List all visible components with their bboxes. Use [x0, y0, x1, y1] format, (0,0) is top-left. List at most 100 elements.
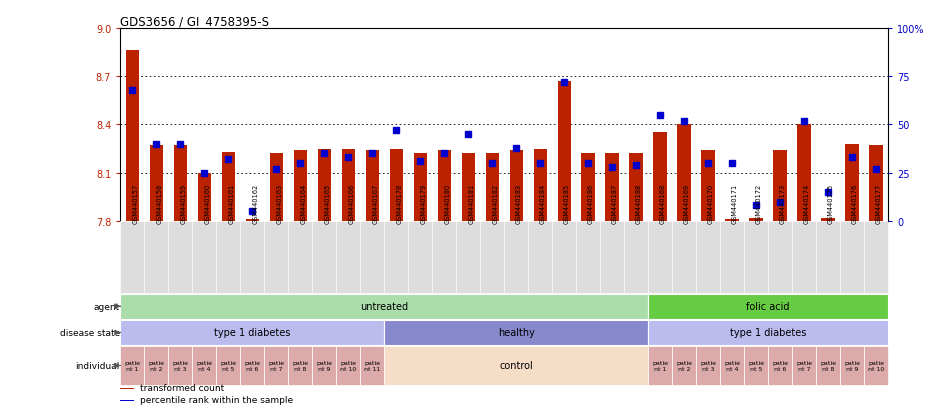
Text: patie
nt 8: patie nt 8 [820, 360, 836, 371]
Text: individual: individual [76, 361, 119, 370]
Bar [216, 347, 240, 385]
Bar [389, 149, 402, 221]
Bar [870, 146, 882, 221]
Bar [384, 320, 648, 345]
Bar [192, 221, 216, 293]
Text: GSM440186: GSM440186 [588, 183, 594, 223]
Text: GSM440177: GSM440177 [876, 183, 882, 223]
Bar [144, 347, 168, 385]
Bar [648, 347, 672, 385]
Text: GSM440164: GSM440164 [301, 183, 306, 223]
Bar [697, 221, 720, 293]
Bar [821, 218, 834, 221]
Text: GSM440163: GSM440163 [277, 183, 282, 223]
Text: GSM440181: GSM440181 [468, 183, 475, 223]
Text: GSM440185: GSM440185 [564, 183, 570, 223]
Bar [293, 151, 307, 221]
Text: patie
nt 3: patie nt 3 [172, 360, 188, 371]
Text: patie
nt 6: patie nt 6 [244, 360, 260, 371]
Text: patie
nt 2: patie nt 2 [676, 360, 692, 371]
Bar [792, 347, 816, 385]
Bar [816, 221, 840, 293]
Bar [677, 125, 691, 221]
Text: type 1 diabetes: type 1 diabetes [730, 328, 807, 337]
Bar [840, 347, 864, 385]
Bar [120, 294, 648, 319]
Bar [768, 347, 792, 385]
Bar [744, 347, 768, 385]
Text: GDS3656 / GI_4758395-S: GDS3656 / GI_4758395-S [120, 15, 269, 28]
Bar [528, 221, 552, 293]
Text: GSM440171: GSM440171 [732, 183, 738, 223]
Text: GSM440172: GSM440172 [756, 183, 762, 223]
Bar [413, 154, 426, 221]
Bar [558, 82, 571, 221]
Bar [120, 221, 144, 293]
Bar [174, 146, 187, 221]
Text: patie
nt 11: patie nt 11 [364, 360, 380, 371]
Bar [456, 221, 480, 293]
Text: control: control [500, 361, 533, 370]
Bar [864, 221, 888, 293]
Bar [317, 149, 331, 221]
Bar [845, 144, 858, 221]
Bar [768, 221, 792, 293]
Text: GSM440162: GSM440162 [253, 183, 258, 223]
Bar [360, 347, 384, 385]
Text: transformed count: transformed count [141, 384, 225, 392]
Bar [240, 221, 265, 293]
Bar [816, 347, 840, 385]
Bar [486, 154, 499, 221]
Text: patie
nt 7: patie nt 7 [268, 360, 284, 371]
Text: GSM440182: GSM440182 [492, 183, 499, 223]
Bar [360, 221, 384, 293]
Bar [126, 51, 139, 221]
Text: patie
nt 4: patie nt 4 [196, 360, 212, 371]
Text: patie
nt 1: patie nt 1 [652, 360, 668, 371]
Bar [120, 320, 384, 345]
Text: folic acid: folic acid [746, 301, 790, 311]
Bar [120, 388, 134, 389]
Bar [144, 221, 168, 293]
Bar [672, 347, 697, 385]
Bar [120, 400, 134, 401]
Bar [672, 221, 697, 293]
Bar [697, 347, 720, 385]
Text: GSM440188: GSM440188 [636, 183, 642, 223]
Text: GSM440179: GSM440179 [420, 183, 426, 223]
Bar [432, 221, 456, 293]
Text: GSM440159: GSM440159 [180, 183, 186, 223]
Text: untreated: untreated [360, 301, 408, 311]
Bar [552, 221, 576, 293]
Text: GSM440187: GSM440187 [612, 183, 618, 223]
Bar [269, 154, 283, 221]
Bar [216, 221, 240, 293]
Bar [365, 151, 378, 221]
Bar [265, 347, 289, 385]
Bar [168, 347, 192, 385]
Text: GSM440173: GSM440173 [780, 183, 786, 223]
Bar [222, 152, 235, 221]
Text: GSM440169: GSM440169 [684, 183, 690, 223]
Text: GSM440160: GSM440160 [204, 183, 210, 223]
Text: agent: agent [93, 302, 119, 311]
Bar [504, 221, 528, 293]
Text: GSM440158: GSM440158 [156, 183, 162, 223]
Bar [624, 221, 648, 293]
Bar [341, 149, 355, 221]
Text: percentile rank within the sample: percentile rank within the sample [141, 395, 293, 404]
Text: type 1 diabetes: type 1 diabetes [214, 328, 290, 337]
Bar [336, 347, 360, 385]
Text: patie
nt 5: patie nt 5 [220, 360, 236, 371]
Bar [265, 221, 289, 293]
Bar [384, 347, 648, 385]
Bar [725, 220, 739, 221]
Bar [648, 320, 888, 345]
Bar [192, 347, 216, 385]
Text: GSM440174: GSM440174 [804, 183, 810, 223]
Text: patie
nt 1: patie nt 1 [124, 360, 141, 371]
Bar [864, 347, 888, 385]
Text: GSM440176: GSM440176 [852, 183, 858, 223]
Bar [648, 221, 672, 293]
Bar [246, 220, 259, 221]
